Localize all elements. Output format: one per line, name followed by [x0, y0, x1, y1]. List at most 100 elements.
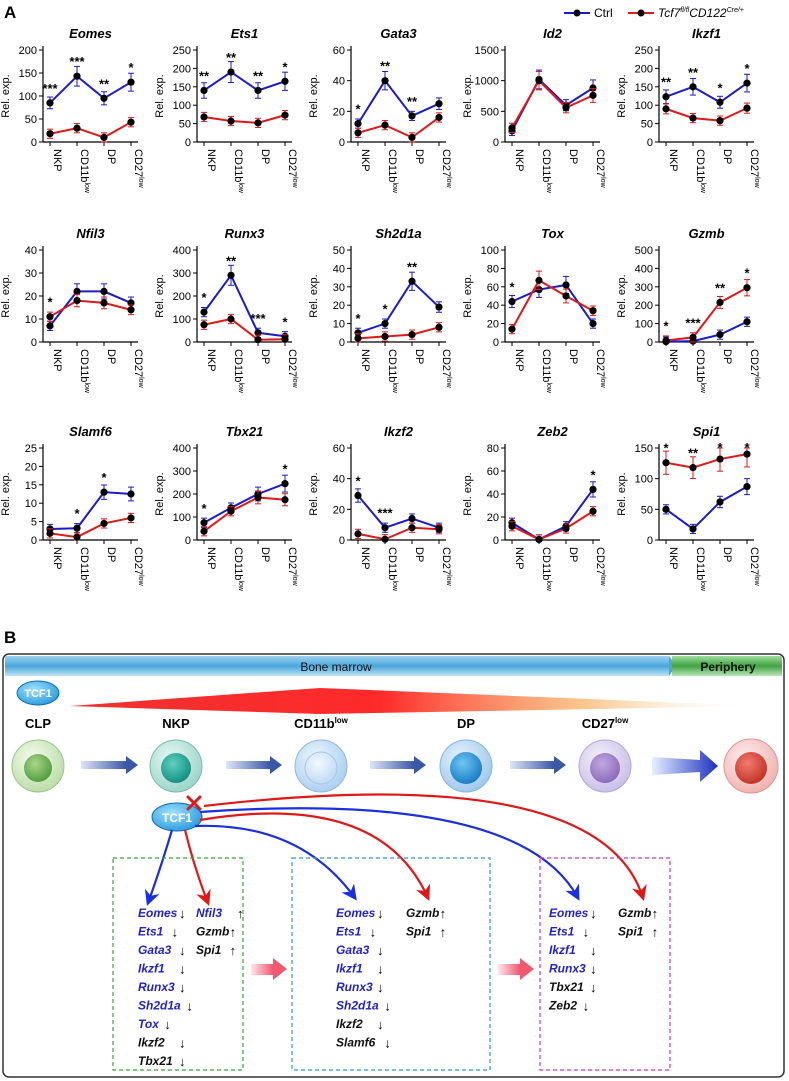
chart-sh2d1a: Sh2d1a 0 10 20 30 40 50 Rel. exp. NKP CD11blow DP C… [308, 226, 452, 394]
gene-down-ets1: Ets1 [336, 925, 362, 939]
ctrl-point-gata3 [354, 120, 362, 128]
y-tick-label-ikzf1: 150 [635, 82, 653, 94]
ko-point-ikzf1 [689, 114, 697, 122]
stage-arrow-3 [370, 756, 426, 774]
x-tick-label-ets1: NKP [205, 149, 217, 172]
y-tick-label-ikzf1: 250 [635, 45, 653, 57]
y-tick-label-zeb2: 80 [487, 443, 499, 455]
y-tick-label-slamf6: 5 [31, 517, 37, 529]
significance-gzmb: ** [715, 280, 726, 295]
ctrl-series-line-gata3 [357, 78, 440, 125]
stage-arrow-1 [81, 756, 138, 774]
chart-title-spi1: Spi1 [693, 424, 720, 439]
x-tick-label-spi1: CD27low [748, 547, 760, 587]
ctrl-point-eomes [100, 94, 108, 102]
stage-label-cd27-low: CD27low [582, 716, 629, 731]
ko-point-tox [562, 292, 570, 300]
regulation-arrow-blue-3 [199, 807, 580, 901]
y-tick-label-ikzf1: 200 [635, 63, 653, 75]
gene-up-gzmb: Gzmb [406, 906, 439, 920]
gene-box-nkp [112, 857, 244, 1071]
y-tick-label-gzmb: 500 [635, 245, 653, 257]
ko-point-ikzf2 [408, 524, 416, 532]
gene-down-arrow-icon: ↓ [590, 980, 597, 995]
y-tick-label-runx3: 400 [173, 245, 191, 257]
x-tick-label-ikzf2: NKP [359, 547, 371, 570]
y-tick-label-gata3: 40 [333, 76, 345, 88]
y-tick-label-spi1: 50 [641, 504, 653, 516]
x-tick-label-slamf6: NKP [51, 547, 63, 570]
ko-series-line-tbx21 [203, 496, 286, 533]
ctrl-series-line-eomes [49, 74, 132, 104]
y-tick-label-ets1: 50 [179, 119, 191, 131]
gene-down-tbx21: Tbx21 [549, 980, 584, 994]
y-tick-label-tox: 60 [487, 282, 499, 294]
schematic-frame [2, 653, 785, 1078]
chart-id2: Id2 0 500 1000 1500 Rel. exp. NKP CD11blow DP CD2… [462, 26, 606, 194]
significance-tbx21: * [282, 462, 288, 477]
gene-down-arrow-icon: ↓ [179, 943, 186, 958]
ctrl-point-tox [562, 281, 570, 289]
chart-tox: Tox 0 20 40 60 80 100 Rel. exp. NKP CD11blow DP CD2… [462, 226, 606, 394]
x-tick-label-id2: CD11blow [540, 149, 552, 194]
cell-clp [11, 739, 65, 793]
chart-title-gata3: Gata3 [380, 26, 417, 41]
ko-point-runx3 [254, 336, 262, 344]
ko-series-line-ikzf2 [357, 526, 440, 541]
ko-point-tox [589, 307, 597, 315]
y-axis-label-runx3: Rel. exp. [154, 274, 166, 317]
ctrl-series-line-ikzf2 [357, 494, 440, 529]
chart-runx3: Runx3 0 100 200 300 400 Rel. exp. NKP CD11blow DP… [154, 226, 298, 394]
stage-arrow-2 [226, 756, 282, 774]
ctrl-series-line-tbx21 [203, 482, 286, 524]
ctrl-series-line-spi1 [665, 485, 748, 531]
x-tick-label-tbx21: NKP [205, 547, 217, 570]
x-tick-label-slamf6: CD27low [132, 547, 144, 587]
stage-label-clp: CLP [25, 716, 51, 731]
gene-up-spi1: Spi1 [406, 925, 432, 939]
cell-periphery [723, 738, 779, 794]
ko-point-spi1 [716, 455, 724, 463]
y-tick-label-slamf6: 0 [31, 535, 37, 547]
significance-ikzf2: *** [377, 506, 393, 521]
ko-point-tox [508, 325, 516, 333]
gene-down-arrow-icon: ↓ [179, 962, 186, 977]
y-tick-label-gzmb: 200 [635, 300, 653, 312]
gene-up-arrow-icon: ↑ [652, 906, 659, 921]
gene-down-arrow-icon: ↓ [384, 999, 391, 1014]
x-tick-label-gzmb: CD11blow [694, 349, 706, 394]
significance-gzmb: *** [685, 315, 701, 330]
gene-down-tox: Tox [138, 1017, 160, 1031]
ko-series-line-nfil3 [49, 299, 132, 318]
x-tick-label-runx3: CD27low [286, 349, 298, 389]
chart-eomes: Eomes 0 50 100 150 200 Rel. exp. NKP CD11blow DP C… [0, 26, 144, 194]
chart-nfil3: Nfil3 0 10 20 30 40 Rel. exp. NKP CD11blow DP CD27… [0, 226, 144, 394]
ko-point-slamf6 [127, 514, 135, 522]
significance-slamf6: * [74, 506, 80, 521]
gene-down-arrow-icon: ↓ [377, 1017, 384, 1032]
x-tick-label-gzmb: CD27low [748, 349, 760, 389]
stage-label-cd11b-low: CD11blow [294, 716, 349, 731]
significance-ikzf1: * [717, 80, 723, 95]
significance-spi1: ** [688, 446, 699, 461]
ko-series-line-ikzf1 [665, 107, 748, 122]
ko-point-ikzf2 [381, 535, 389, 543]
ko-point-tbx21 [227, 507, 235, 515]
y-tick-label-sh2d1a: 10 [333, 319, 345, 331]
chart-title-sh2d1a: Sh2d1a [375, 226, 421, 241]
y-tick-label-id2: 0 [493, 137, 499, 149]
ctrl-point-gata3 [381, 77, 389, 85]
y-tick-label-slamf6: 25 [25, 443, 37, 455]
y-axis-label-slamf6: Rel. exp. [0, 472, 12, 515]
chart-slamf6: Slamf6 0 5 10 15 20 25 Rel. exp. NKP CD11blow DP CD… [0, 424, 144, 592]
gene-down-arrow-icon: ↓ [377, 962, 384, 977]
ctrl-series-line-zeb2 [511, 488, 594, 541]
gene-up-arrow-icon: ↑ [230, 943, 237, 958]
ctrl-series-line-runx3 [203, 273, 286, 338]
stage-label-nkp: NKP [162, 716, 190, 731]
periphery-bar [672, 656, 782, 676]
legend: Ctrl Tcf7fl/flCD122Cre/+ [564, 6, 744, 20]
y-tick-label-gzmb: 0 [647, 337, 653, 349]
gene-up-arrow-icon: ↑ [652, 925, 659, 940]
